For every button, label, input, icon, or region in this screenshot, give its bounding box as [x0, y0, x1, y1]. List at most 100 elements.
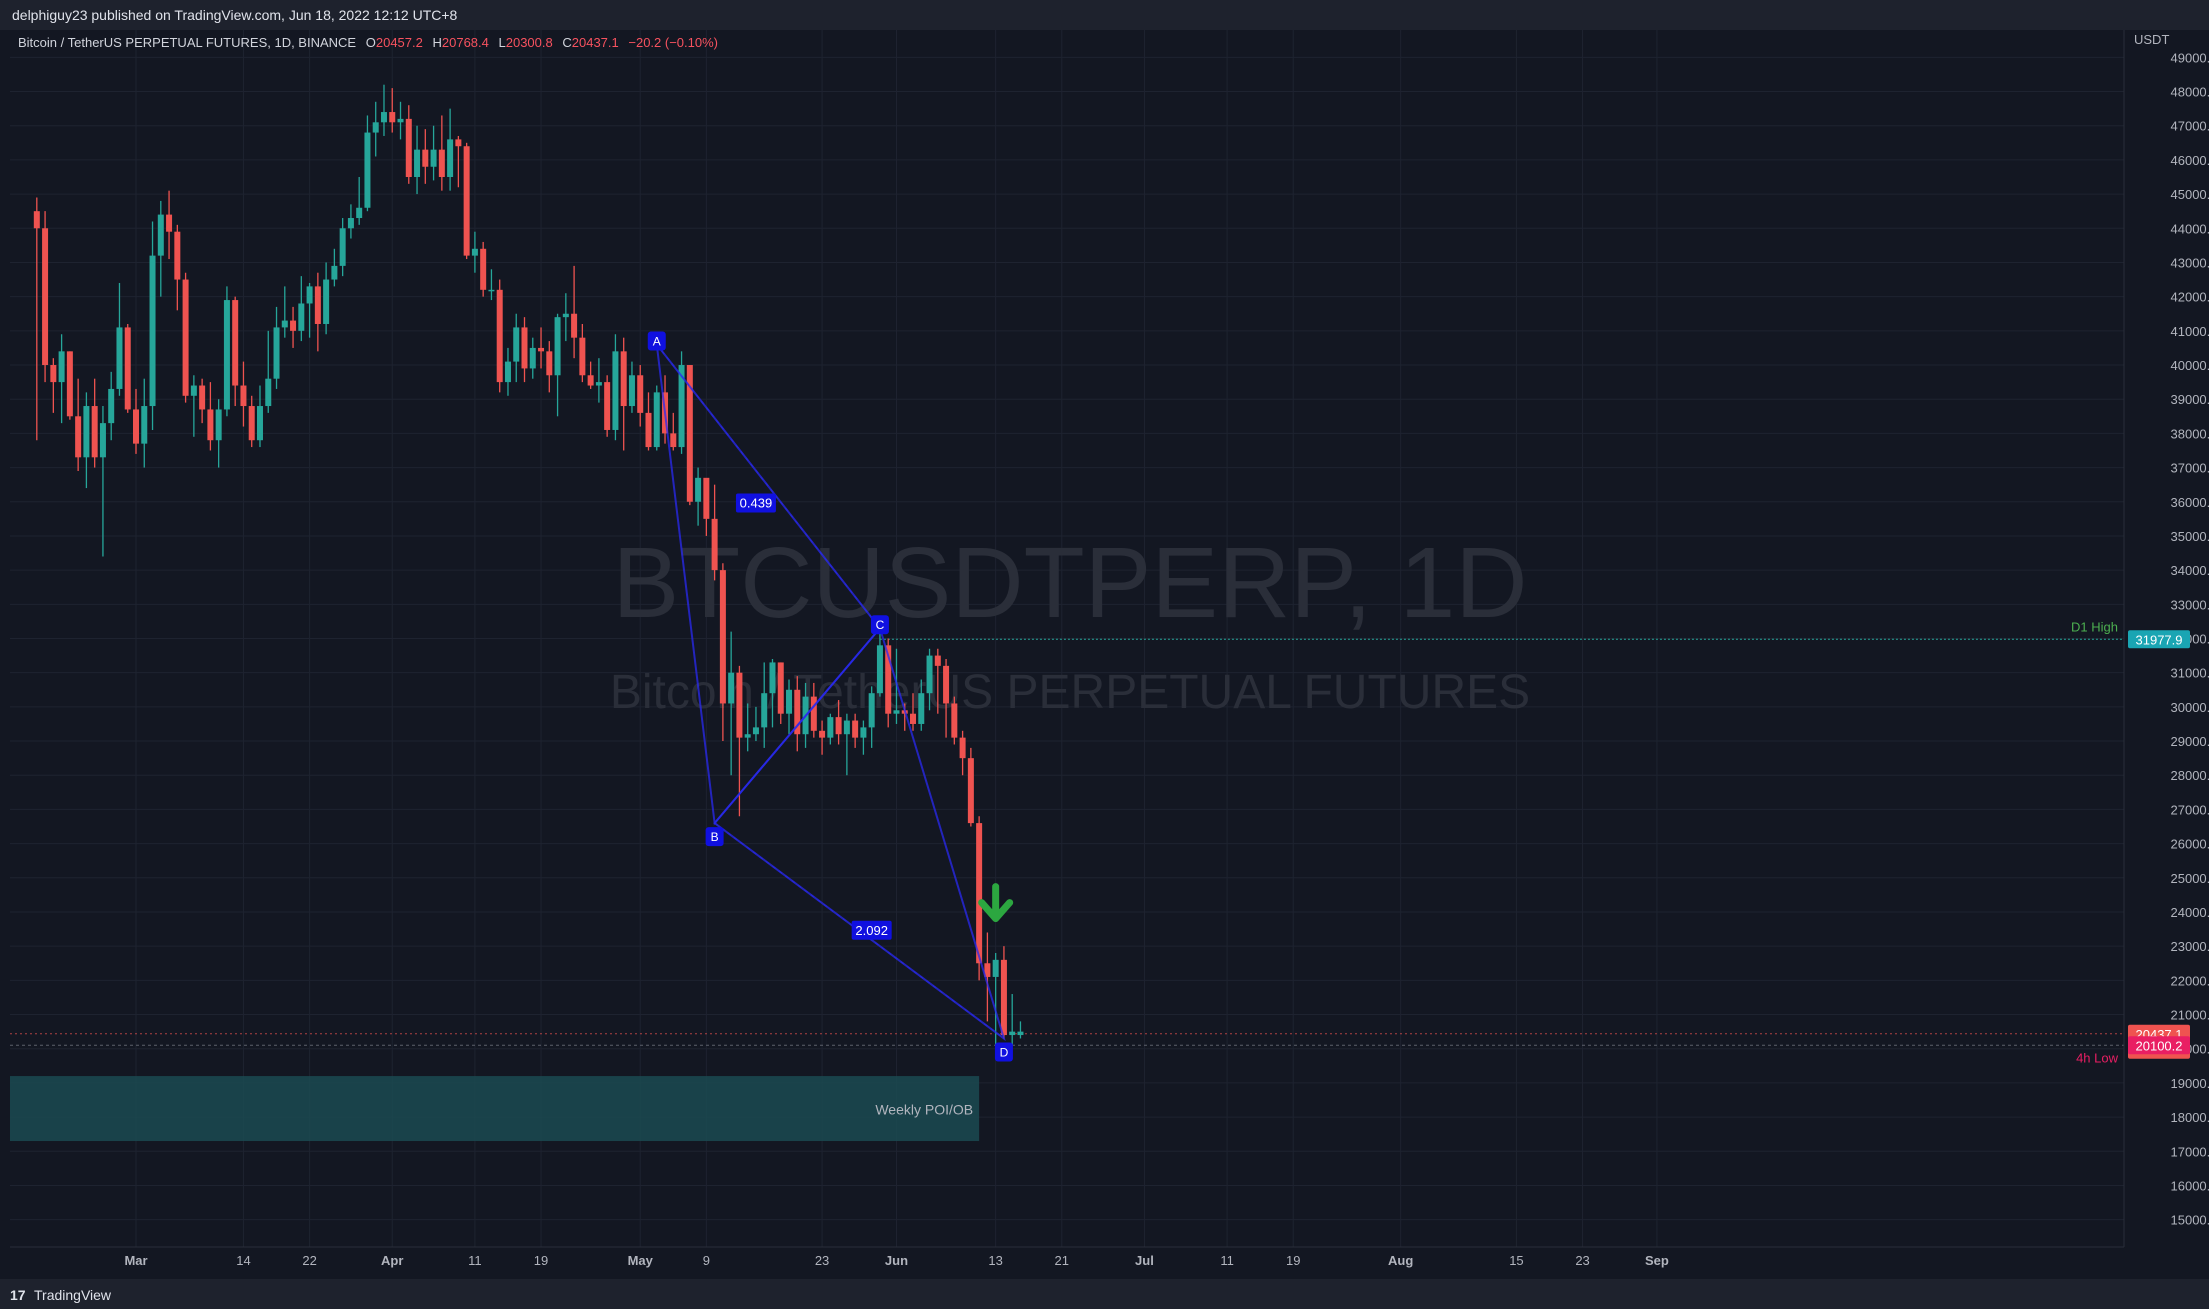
tradingview-logo-icon[interactable]: 17 — [10, 1287, 26, 1303]
candle-body — [620, 351, 627, 407]
candle-body — [604, 382, 611, 430]
candle-body — [265, 378, 272, 407]
candle-body — [149, 255, 156, 407]
symbol-name: Bitcoin / TetherUS PERPETUAL FUTURES, 1D… — [18, 35, 357, 50]
candle-body — [728, 672, 735, 704]
candle-body — [91, 406, 98, 458]
close-label: C — [562, 35, 572, 50]
candle-body — [83, 406, 90, 458]
candle-body — [885, 645, 892, 714]
time-tick-label: May — [628, 1253, 654, 1268]
candle-body — [670, 433, 677, 448]
candle-body — [166, 214, 173, 232]
price-tick-label: 36000.0 — [2171, 495, 2209, 510]
candle-body — [133, 409, 139, 444]
candle-body — [868, 693, 875, 728]
candle-body — [695, 477, 702, 502]
price-tick-label: 39000.0 — [2171, 392, 2209, 407]
time-tick-label: 15 — [1509, 1253, 1523, 1268]
candle-body — [761, 693, 768, 728]
pattern-point-a-badge[interactable] — [647, 331, 666, 351]
price-tick-label: 24000.0 — [2171, 905, 2209, 920]
candle-body — [182, 279, 189, 396]
axis-currency: USDT — [2134, 32, 2169, 47]
candle-body — [976, 823, 983, 964]
high-value: 20768.4 — [441, 35, 489, 50]
price-tick-label: 48000.0 — [2171, 85, 2209, 100]
time-tick-label: 13 — [988, 1253, 1002, 1268]
time-tick-label: 19 — [534, 1253, 548, 1268]
candle-body — [281, 320, 288, 328]
candle-body — [108, 388, 115, 424]
candle-body — [414, 149, 421, 177]
candle-body — [752, 727, 759, 735]
candle-body — [1009, 1031, 1016, 1036]
candle-body — [595, 382, 602, 386]
candle-body — [33, 211, 40, 229]
price-tick-label: 37000.0 — [2171, 461, 2209, 476]
candle-body — [240, 385, 247, 407]
candle-body — [538, 347, 545, 352]
candle-body — [794, 689, 801, 735]
candle-body — [703, 477, 710, 519]
time-tick-label: Jun — [885, 1253, 908, 1268]
price-levels: D1 High 4h Low — [10, 619, 2124, 1065]
price-tick-label: 38000.0 — [2171, 426, 2209, 441]
time-tick-label: 14 — [236, 1253, 250, 1268]
candle-body — [256, 406, 263, 441]
time-tick-label: 19 — [1286, 1253, 1300, 1268]
candle-body — [504, 361, 511, 383]
ratio-badge — [851, 920, 892, 940]
price-tick-label: 21000.0 — [2171, 1008, 2209, 1023]
candle-body — [290, 320, 297, 331]
time-tick-label: 11 — [1220, 1253, 1234, 1268]
harmonic-pattern: A B C D 0.439 2.092 — [647, 331, 1014, 1062]
candle-body — [918, 693, 925, 724]
candle-body — [719, 570, 726, 704]
candle-body — [339, 228, 346, 266]
candle-body — [984, 963, 991, 977]
candle-body — [207, 409, 214, 441]
pattern-point-c-badge[interactable] — [870, 615, 889, 635]
price-tick-label: 22000.0 — [2171, 973, 2209, 988]
price-tick-label: 40000.0 — [2171, 358, 2209, 373]
pattern-point-d-badge[interactable] — [994, 1042, 1013, 1062]
ohlc-legend: Bitcoin / TetherUS PERPETUAL FUTURES, 1D… — [18, 35, 718, 50]
time-tick-label: 21 — [1055, 1253, 1069, 1268]
candle-body — [99, 423, 106, 458]
candle-body — [827, 717, 834, 738]
price-tick-label: 49000.0 — [2171, 50, 2209, 65]
candle-body — [314, 286, 321, 324]
price-axis: USDT 15000.0 16000.0 17000.0 18000.0 19000.0 2… — [2123, 30, 2209, 1247]
low-4h-price-tag — [2128, 1036, 2190, 1055]
candle-body — [876, 645, 883, 694]
candle-body — [554, 317, 561, 376]
candle-body — [389, 112, 396, 123]
candle-body — [298, 303, 305, 331]
candle-body — [852, 720, 859, 738]
candle-body — [157, 214, 164, 256]
candle-body — [777, 662, 784, 714]
price-tick-label: 15000.0 — [2171, 1213, 2209, 1228]
candle-body — [637, 375, 644, 413]
candle-body — [430, 149, 437, 167]
candle-body — [612, 351, 619, 430]
candle-body — [124, 327, 131, 410]
candle-body — [496, 289, 503, 383]
candle-body — [1017, 1031, 1024, 1036]
close-value: 20437.1 — [571, 35, 619, 50]
candle-body — [579, 337, 586, 376]
candle-body — [331, 265, 338, 280]
candle-body — [653, 392, 660, 448]
price-tick-label: 17000.0 — [2171, 1144, 2209, 1159]
price-tick-label: 35000.0 — [2171, 529, 2209, 544]
pattern-point-b: B — [711, 830, 719, 844]
tradingview-brand[interactable]: TradingView — [34, 1287, 112, 1303]
candle-body — [992, 959, 999, 977]
pattern-point-b-badge[interactable] — [705, 827, 724, 847]
price-tick-label: 16000.0 — [2171, 1178, 2209, 1193]
price-tick-label: 28000.0 — [2171, 768, 2209, 783]
open-label: O — [365, 35, 376, 50]
time-tick-label: Mar — [124, 1253, 147, 1268]
